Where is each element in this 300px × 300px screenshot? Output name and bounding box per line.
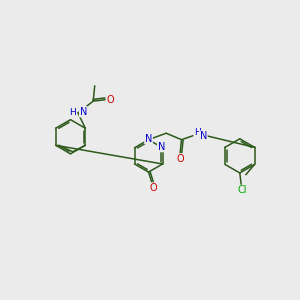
Text: N: N — [158, 142, 165, 152]
Text: H: H — [69, 108, 76, 117]
Text: O: O — [176, 154, 184, 164]
Text: N: N — [145, 134, 152, 143]
Text: H: H — [194, 128, 201, 136]
Text: N: N — [80, 107, 87, 117]
Text: O: O — [149, 183, 157, 193]
Text: Cl: Cl — [238, 185, 247, 195]
Text: N: N — [200, 131, 207, 141]
Text: O: O — [106, 94, 114, 105]
